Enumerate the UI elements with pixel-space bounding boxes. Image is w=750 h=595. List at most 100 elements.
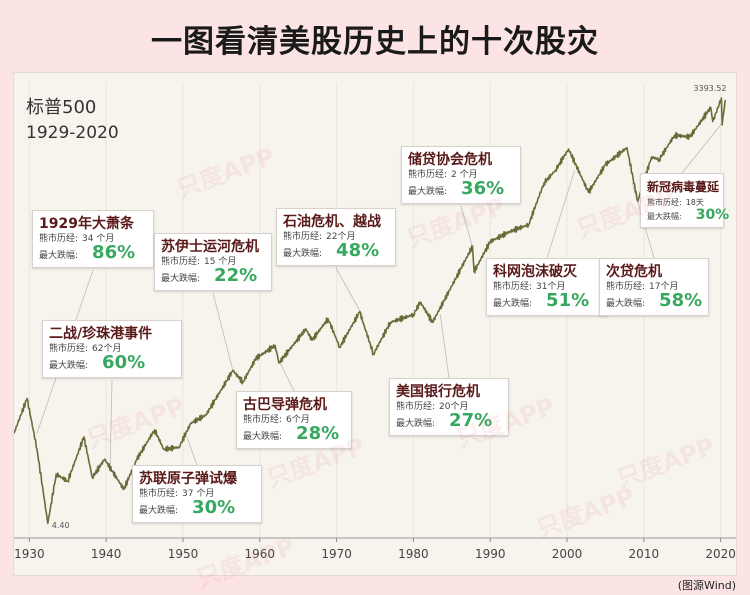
duration-label: 熊市历经: xyxy=(49,344,89,354)
event-max-drop: 36% xyxy=(461,178,505,199)
event-leader-line xyxy=(546,170,576,259)
duration-label: 熊市历经: xyxy=(408,170,448,180)
event-max-drop: 30% xyxy=(192,497,236,518)
event-drop-row: 最大跌幅: 30% xyxy=(647,208,729,223)
max-drop-label: 最大跌幅: xyxy=(49,361,89,371)
event-callout: 新冠病毒蔓延 熊市历经: 18天 最大跌幅: 30% xyxy=(640,173,729,228)
event-name: 二战/珍珠港事件 xyxy=(49,326,153,342)
duration-label: 熊市历经: xyxy=(139,489,179,499)
duration-label: 熊市历经: xyxy=(647,198,682,207)
event-max-drop: 28% xyxy=(296,423,340,444)
event-name: 次贷危机 xyxy=(606,264,662,280)
event-callout: 科网泡沫破灭 熊市历经: 31个月 最大跌幅: 51% xyxy=(486,258,608,316)
event-duration: 34 个月 xyxy=(82,234,115,244)
leader-layer xyxy=(36,122,723,471)
event-max-drop: 48% xyxy=(336,240,380,261)
event-duration-row: 熊市历经: 34 个月 xyxy=(39,233,147,246)
value-annotation: 3393.52 xyxy=(693,84,727,94)
event-drop-row: 最大跌幅: 27% xyxy=(396,410,502,431)
event-duration: 20个月 xyxy=(439,402,469,412)
max-drop-label: 最大跌幅: xyxy=(243,432,283,442)
event-name: 科网泡沫破灭 xyxy=(493,264,577,280)
event-duration-row: 熊市历经: 37 个月 xyxy=(139,488,255,501)
event-duration: 6个月 xyxy=(286,415,310,425)
event-drop-row: 最大跌幅: 60% xyxy=(49,352,175,373)
event-duration: 22个月 xyxy=(326,232,356,242)
event-duration-row: 熊市历经: 18天 xyxy=(647,196,717,209)
event-drop-row: 最大跌幅: 58% xyxy=(606,290,703,311)
event-max-drop: 86% xyxy=(92,242,136,263)
x-tick-label: 2010 xyxy=(629,547,660,561)
event-leader-line xyxy=(186,436,198,466)
event-max-drop: 22% xyxy=(214,265,258,286)
source-credit: (图源Wind) xyxy=(677,579,736,592)
event-callout: 石油危机、越战 熊市历经: 22个月 最大跌幅: 48% xyxy=(276,208,396,266)
event-leader-line xyxy=(335,267,364,318)
duration-label: 熊市历经: xyxy=(493,282,533,292)
event-drop-row: 最大跌幅: 36% xyxy=(408,178,514,199)
max-drop-label: 最大跌幅: xyxy=(408,187,448,197)
x-tick-label: 1950 xyxy=(168,547,199,561)
event-drop-row: 最大跌幅: 86% xyxy=(39,242,147,263)
duration-label: 熊市历经: xyxy=(243,415,283,425)
event-max-drop: 27% xyxy=(449,410,493,431)
chart-panel: 1930 1940 1950 1960 1970 1980 1990 2000 2010 2020… xyxy=(13,72,737,593)
event-leader-line xyxy=(109,379,113,471)
value-annotation: 4.40 xyxy=(51,521,70,531)
event-leader-line xyxy=(278,360,295,392)
event-name: 1929年大萧条 xyxy=(39,216,134,232)
event-callout: 苏伊士运河危机 熊市历经: 15 个月 最大跌幅: 22% xyxy=(154,233,272,291)
event-duration-row: 熊市历经: 2 个月 xyxy=(408,169,514,182)
event-max-drop: 51% xyxy=(546,290,590,311)
x-tick-label: 1980 xyxy=(398,547,429,561)
event-duration-row: 熊市历经: 22个月 xyxy=(283,231,389,244)
event-callout: 1929年大萧条 熊市历经: 34 个月 最大跌幅: 86% xyxy=(32,210,154,268)
event-duration: 15 个月 xyxy=(204,257,237,267)
max-drop-label: 最大跌幅: xyxy=(647,212,682,221)
event-leader-line xyxy=(460,205,473,248)
event-name: 古巴导弹危机 xyxy=(243,397,327,413)
max-drop-label: 最大跌幅: xyxy=(139,506,179,516)
x-tick-label: 2020 xyxy=(705,547,736,561)
event-name: 石油危机、越战 xyxy=(283,214,381,230)
event-duration-row: 熊市历经: 20个月 xyxy=(396,401,502,414)
x-tick-layer: 1930 1940 1950 1960 1970 1980 1990 2000 2010 2020 xyxy=(14,538,736,561)
x-tick-label: 2000 xyxy=(552,547,583,561)
event-callout: 苏联原子弹试爆 熊市历经: 37 个月 最大跌幅: 30% xyxy=(132,465,262,523)
event-callout: 古巴导弹危机熊市历经: 6个月 最大跌幅: 28% xyxy=(236,391,352,449)
event-name: 美国银行危机 xyxy=(396,384,480,400)
max-drop-label: 最大跌幅: xyxy=(39,251,79,261)
event-name: 新冠病毒蔓延 xyxy=(647,180,720,194)
event-duration: 62个月 xyxy=(92,344,122,354)
x-tick-label: 1970 xyxy=(321,547,352,561)
event-duration: 2 个月 xyxy=(451,170,478,180)
event-duration: 18天 xyxy=(685,198,704,207)
index-name: 标普500 xyxy=(26,97,97,118)
page-title: 一图看清美股历史上的十次股灾 xyxy=(151,24,599,60)
event-name: 苏伊士运河危机 xyxy=(161,239,259,255)
event-drop-row: 最大跌幅: 51% xyxy=(493,290,601,311)
duration-label: 熊市历经: xyxy=(396,402,436,412)
x-tick-label: 1960 xyxy=(245,547,276,561)
event-drop-row: 最大跌幅: 30% xyxy=(139,497,255,518)
x-tick-label: 1940 xyxy=(91,547,122,561)
x-tick-label: 1930 xyxy=(14,547,45,561)
event-duration-row: 熊市历经: 62个月 xyxy=(49,343,175,356)
event-callout: 储贷协会危机 熊市历经: 2 个月 最大跌幅: 36% xyxy=(401,146,521,204)
event-duration-row: 熊市历经: 31个月 xyxy=(493,281,601,294)
event-duration-row: 熊市历经: 15 个月 xyxy=(161,256,265,269)
event-duration-row: 熊市历经: 17个月 xyxy=(606,281,702,294)
duration-label: 熊市历经: xyxy=(39,234,79,244)
max-drop-label: 最大跌幅: xyxy=(283,249,323,259)
event-max-drop: 60% xyxy=(102,352,146,373)
event-duration: 37 个月 xyxy=(182,489,215,499)
event-duration: 31个月 xyxy=(536,282,566,292)
max-drop-label: 最大跌幅: xyxy=(606,299,646,309)
event-leader-line xyxy=(681,122,723,174)
x-tick-label: 1990 xyxy=(475,547,506,561)
max-drop-label: 最大跌幅: xyxy=(396,419,436,429)
event-max-drop: 30% xyxy=(695,207,730,223)
duration-label: 熊市历经: xyxy=(606,282,646,292)
max-drop-label: 最大跌幅: xyxy=(493,299,533,309)
event-max-drop: 58% xyxy=(659,290,703,311)
